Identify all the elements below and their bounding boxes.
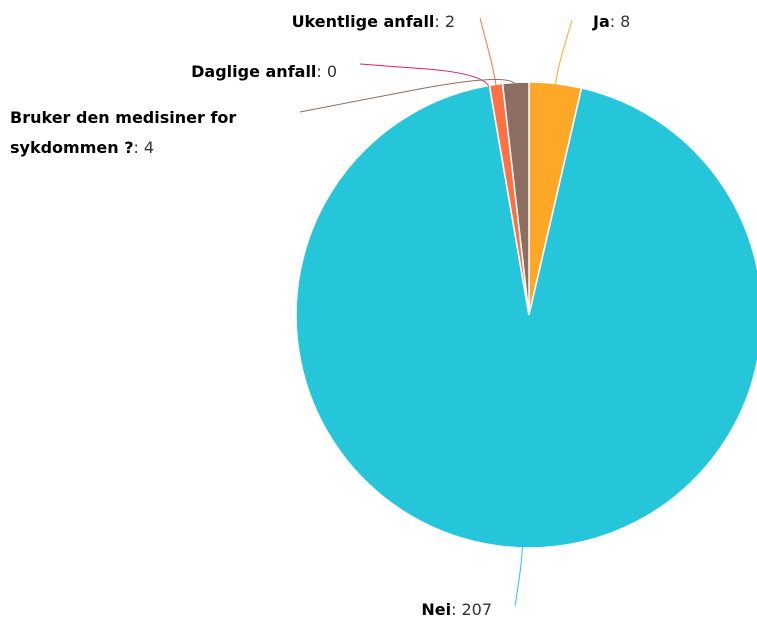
slice-label: Ja8 xyxy=(593,9,630,35)
label-value: 4 xyxy=(143,138,155,157)
label-name: Nei xyxy=(421,600,461,619)
connector xyxy=(514,543,523,607)
slice-label: Nei207 xyxy=(421,597,492,623)
pie-slice xyxy=(501,81,530,316)
slice-label: Bruker den medisiner for sykdommen ?4 xyxy=(10,103,285,163)
connector xyxy=(359,63,491,90)
connector xyxy=(554,19,573,88)
label-value: 8 xyxy=(620,12,631,31)
connector xyxy=(479,17,498,89)
label-name: Ukentlige anfall xyxy=(292,12,445,31)
slice-label: Daglige anfall0 xyxy=(191,59,337,85)
label-name: Bruker den medisiner for sykdommen ? xyxy=(10,108,236,157)
label-name: Ja xyxy=(593,12,620,31)
label-name: Daglige anfall xyxy=(191,62,327,81)
slice-label: Ukentlige anfall2 xyxy=(292,9,455,35)
label-value: 0 xyxy=(326,62,337,81)
connector xyxy=(299,78,517,113)
label-value: 2 xyxy=(444,12,455,31)
label-value: 207 xyxy=(461,600,492,619)
